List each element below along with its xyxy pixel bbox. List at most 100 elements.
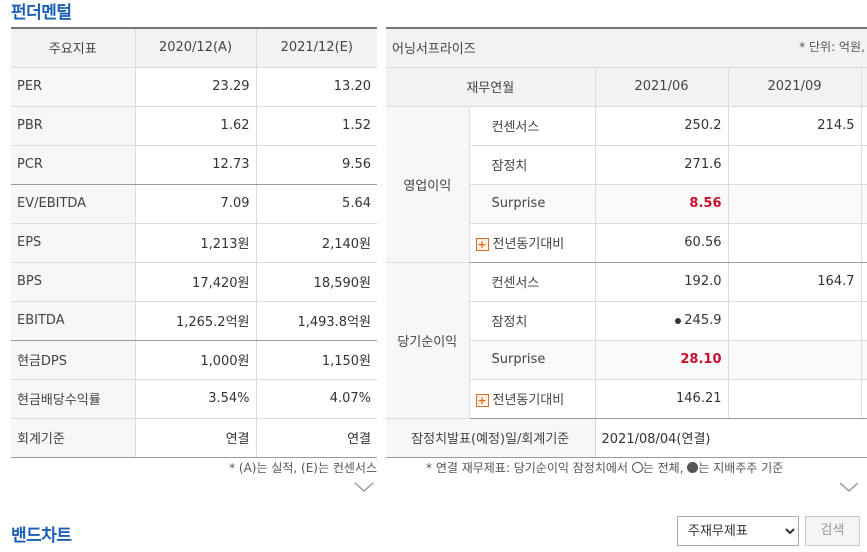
value-actual: 7.09 xyxy=(134,184,256,224)
value-actual: 1.62 xyxy=(134,106,256,146)
chevron-down-icon[interactable] xyxy=(353,480,375,494)
note-text: 는 전체, xyxy=(642,461,688,475)
surprise-value: 28.10 xyxy=(594,340,728,380)
row-label: BPS xyxy=(11,262,135,302)
table-row: + 전년동기대비 60.56 xyxy=(386,223,867,263)
column-header: 재무연월 xyxy=(386,67,595,107)
table-row: EPS 1,213원 2,140원 xyxy=(11,223,377,263)
table-row: Surprise 8.56 xyxy=(386,184,867,224)
fundamentals-table: 주요지표 2020/12(A) 2021/12(E) PER 23.29 13.20… xyxy=(11,27,377,458)
table-title-row: 어닝서프라이즈 * 단위: 억원, % xyxy=(386,28,867,68)
band-chart-title: 밴드차트 xyxy=(11,526,72,546)
table-row: 잠정치 271.6 xyxy=(386,145,867,185)
note-text: * 연결 재무제표: 당기순이익 잠정치에서 xyxy=(426,461,632,475)
table-header-row: 재무연월 2021/06 2021/09 xyxy=(386,67,867,107)
row-label: EPS xyxy=(11,223,135,263)
value-q3: 164.7 xyxy=(727,262,861,302)
row-label: PER xyxy=(11,67,135,107)
row-label: PCR xyxy=(11,145,135,185)
expand-plus-icon[interactable]: + xyxy=(475,238,489,251)
value-q2: 245.9 xyxy=(684,313,722,328)
row-label: Surprise xyxy=(468,340,595,380)
earnings-surprise-table: 어닝서프라이즈 * 단위: 억원, % 재무연월 2021/06 2021/09… xyxy=(386,27,867,458)
table-row: PER 23.29 13.20 xyxy=(11,67,377,107)
row-label: 회계기준 xyxy=(11,418,135,458)
value-estimate: 1,493.8억원 xyxy=(255,301,377,341)
column-header: 2021/09 xyxy=(727,67,861,107)
fundamentals-note: * (A)는 실적, (E)는 컨센서스 xyxy=(229,461,377,475)
expand-plus-icon[interactable]: + xyxy=(475,394,489,407)
value-actual: 1,213원 xyxy=(134,223,256,263)
table-row: PCR 12.73 9.56 xyxy=(11,145,377,185)
column-header: 주요지표 xyxy=(11,28,135,68)
value-estimate: 1.52 xyxy=(255,106,377,146)
row-label: EBITDA xyxy=(11,301,135,341)
value-actual: 17,420원 xyxy=(134,262,256,302)
value-estimate: 18,590원 xyxy=(255,262,377,302)
table-row: EBITDA 1,265.2억원 1,493.8억원 xyxy=(11,301,377,341)
fundamentals-title: 펀더멘털 xyxy=(11,3,72,23)
earnings-title: 어닝서프라이즈 xyxy=(392,42,476,58)
value-q2: 250.2 xyxy=(594,106,728,146)
value-estimate: 9.56 xyxy=(255,145,377,185)
value-estimate: 13.20 xyxy=(255,67,377,107)
column-header: 2020/12(A) xyxy=(134,28,256,68)
value-actual: 12.73 xyxy=(134,145,256,185)
value-actual: 3.54% xyxy=(134,379,256,419)
value-estimate: 4.07% xyxy=(255,379,377,419)
row-label: 현금배당수익률 xyxy=(11,379,135,419)
value-actual: 23.29 xyxy=(134,67,256,107)
value-estimate: 5.64 xyxy=(255,184,377,224)
value-q3 xyxy=(727,301,861,341)
note-text: 는 지배주주 기준 xyxy=(698,461,784,475)
row-label: 전년동기대비 xyxy=(492,237,565,252)
column-header: 2021/06 xyxy=(594,67,728,107)
value-q3 xyxy=(727,379,861,419)
row-label: 전년동기대비 xyxy=(492,393,565,408)
value-q2: 146.21 xyxy=(594,379,728,419)
table-row: 영업이익 컨센서스 250.2 214.5 xyxy=(386,106,867,263)
value-q3 xyxy=(727,340,861,380)
group-label: 당기순이익 xyxy=(386,262,469,419)
footer-value: 2021/08/04(연결) xyxy=(594,418,867,458)
column-header: 2021/12(E) xyxy=(255,28,377,68)
value-actual: 1,000원 xyxy=(134,340,256,380)
row-label: 잠정치 xyxy=(468,145,595,185)
row-label: 현금DPS xyxy=(11,340,135,380)
table-row: 잠정치 245.9 xyxy=(386,301,867,341)
value-q3: 214.5 xyxy=(727,106,861,146)
filled-circle-icon xyxy=(687,462,699,473)
value-q3 xyxy=(727,184,861,224)
row-label: Surprise xyxy=(468,184,595,224)
unit-label: * 단위: 억원, % xyxy=(799,40,867,55)
table-row: 잠정치발표(예정)일/회계기준 2021/08/04(연결) xyxy=(386,418,867,458)
row-label: 컨센서스 xyxy=(468,106,595,146)
value-estimate: 2,140원 xyxy=(255,223,377,263)
table-row: EV/EBITDA 7.09 5.64 xyxy=(11,184,377,224)
table-row: + 전년동기대비 146.21 xyxy=(386,379,867,419)
search-button[interactable]: 검색 xyxy=(805,516,860,546)
group-label: 영업이익 xyxy=(386,106,469,263)
empty-circle-icon xyxy=(631,462,643,473)
value-q3 xyxy=(727,223,861,263)
row-label: PBR xyxy=(11,106,135,146)
table-row: 현금DPS 1,000원 1,150원 xyxy=(11,340,377,380)
table-row: BPS 17,420원 18,590원 xyxy=(11,262,377,302)
row-label: EV/EBITDA xyxy=(11,184,135,224)
footer-label: 잠정치발표(예정)일/회계기준 xyxy=(386,418,595,458)
row-label: 컨센서스 xyxy=(468,262,595,302)
chevron-down-icon[interactable] xyxy=(838,480,860,494)
value-estimate: 연결 xyxy=(255,418,377,458)
table-row: 회계기준 연결 연결 xyxy=(11,418,377,458)
surprise-value: 8.56 xyxy=(594,184,728,224)
value-q2: 271.6 xyxy=(594,145,728,185)
table-row: PBR 1.62 1.52 xyxy=(11,106,377,146)
row-label: 잠정치 xyxy=(468,301,595,341)
earnings-note: * 연결 재무제표: 당기순이익 잠정치에서 는 전체, 는 지배주주 기준 xyxy=(426,459,783,476)
value-q2: 192.0 xyxy=(594,262,728,302)
table-row: 당기순이익 컨센서스 192.0 164.7 xyxy=(386,262,867,419)
table-row: 현금배당수익률 3.54% 4.07% xyxy=(11,379,377,419)
value-actual: 연결 xyxy=(134,418,256,458)
financial-statement-select[interactable]: 주재무제표 xyxy=(677,516,799,546)
value-q2: 60.56 xyxy=(594,223,728,263)
